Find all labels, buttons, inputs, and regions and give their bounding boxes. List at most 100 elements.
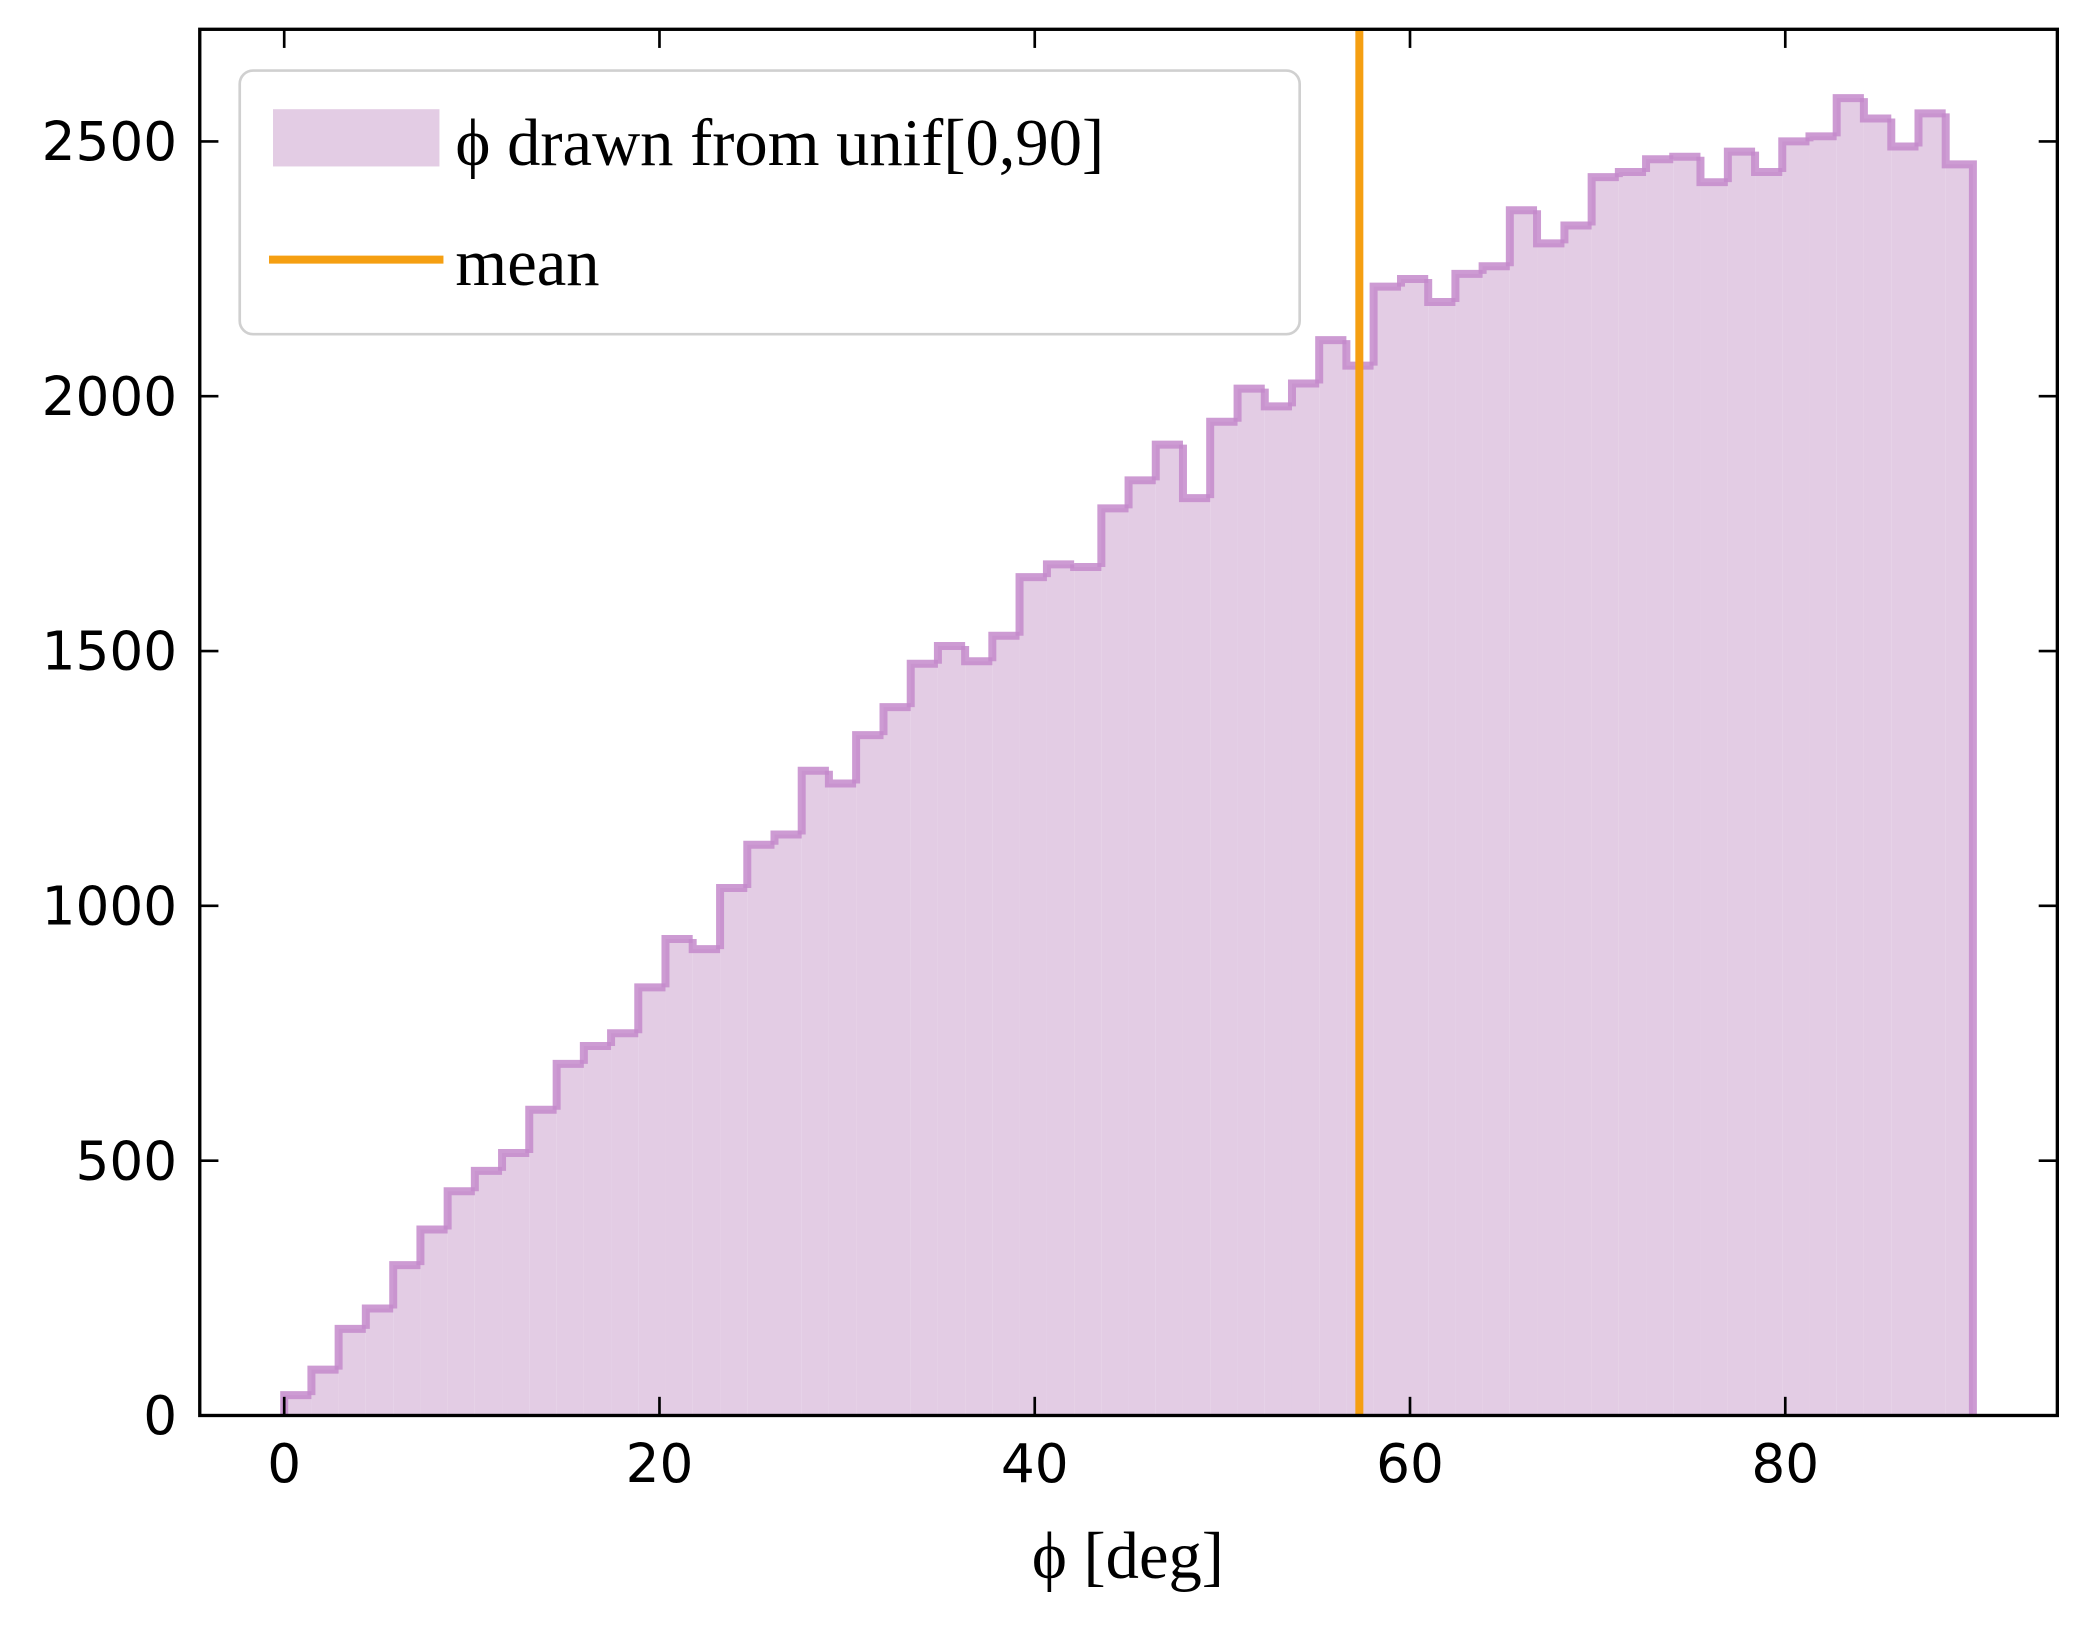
histogram-step [879,703,911,736]
histogram-bar [856,735,884,1416]
histogram-bar [529,1109,557,1416]
histogram-step [1178,444,1211,503]
histogram-step [1287,379,1320,407]
histogram-step [1424,279,1456,306]
histogram-bar [1101,508,1129,1416]
histogram-step [307,1365,339,1396]
histogram-bar [284,1395,312,1416]
histogram-bar [1428,301,1456,1416]
histogram-step [1042,560,1075,578]
histogram-step [470,1166,503,1192]
histogram-bar [937,645,966,1416]
histogram-step [1887,118,1919,151]
y-tick-label: 0 [143,1385,177,1447]
legend-label: ϕ drawn from unif[0,90] [455,107,1104,180]
axes: 0 20 40 60 80 0 500 1000 1500 2000 2500 [42,27,2060,1495]
histogram-bar [747,844,775,1416]
histogram-step [716,884,748,950]
histogram-step [1859,98,1892,123]
histogram-step [961,645,993,666]
histogram-bar [1182,498,1211,1416]
histogram-step [1751,151,1783,176]
y-tick-label: 2500 [42,111,178,173]
histogram-bar [1537,243,1565,1416]
histogram-bar [1782,141,1810,1416]
histogram-bar [1727,151,1756,1416]
histogram-bar [1455,273,1483,1416]
histogram-bar [1046,564,1075,1416]
histogram-step [1342,340,1374,370]
histogram-step [443,1187,475,1230]
y-tick-label: 2000 [42,366,178,428]
histogram-bar [338,1328,366,1416]
histogram-bar [638,987,666,1416]
histogram-bar [393,1265,421,1416]
histogram-step [1805,132,1837,142]
histogram-step [552,1059,584,1110]
histogram-step [579,1042,612,1064]
histogram-bar [583,1045,612,1416]
histogram-step [1941,113,1977,1416]
histogram-bar [447,1191,475,1416]
histogram-step [1124,476,1156,509]
legend: ϕ drawn from unif[0,90] mean [238,69,1301,336]
histogram-step [1070,562,1102,571]
histogram-step [1151,440,1183,481]
histogram-bar [502,1153,530,1416]
histogram-step [824,770,857,788]
histogram-step [988,631,1020,662]
histogram-step [334,1324,366,1370]
histogram-step [1533,210,1565,248]
histogram-bar [1755,171,1783,1416]
histogram-bar [883,707,911,1416]
histogram-bar [828,783,857,1416]
histogram-bar [1291,383,1320,1416]
histogram-step [361,1304,394,1329]
histogram-bar [1863,118,1892,1416]
plot-area [280,29,1977,1416]
histogram-bar [910,663,938,1416]
histogram-step [1097,504,1129,567]
histogram-bar [1155,444,1183,1416]
x-axis-label: ϕ [deg] [1032,1520,1224,1593]
histogram-bar [1564,225,1592,1416]
histogram-bar [1945,164,1973,1416]
histogram-step [1315,336,1347,384]
histogram-bar [665,938,693,1416]
axes-frame [198,27,2060,1418]
y-tick-label: 1000 [42,875,178,937]
histogram-bar [1482,266,1510,1416]
histogram-bar [1673,156,1701,1416]
histogram-bar [1809,136,1837,1416]
histogram-step [1587,173,1619,226]
histogram-bar [1319,340,1347,1416]
histogram-bar [1237,388,1265,1416]
histogram-bar [1836,98,1864,1416]
histogram-step [933,641,966,664]
histogram-step [1451,269,1483,302]
y-tick-label: 500 [75,1130,177,1192]
histogram-bar [1509,210,1538,1416]
histogram-step [1206,417,1238,499]
histogram-bar [1128,480,1156,1416]
legend-swatch [273,109,440,167]
histogram-bar [720,888,748,1416]
histogram-bar [1591,177,1619,1416]
histogram-bar [1891,146,1919,1416]
x-tick-label: 40 [1001,1433,1069,1495]
histogram-step [634,983,666,1034]
histogram-bar [365,1308,394,1416]
histogram-step [1642,155,1674,172]
histogram-step [1723,147,1756,183]
histogram-bar [1210,421,1238,1416]
x-tick-label: 80 [1751,1433,1819,1495]
histogram-step [1560,221,1592,244]
histogram-step [416,1225,448,1266]
histogram-bar [774,834,802,1416]
histogram-bar [992,635,1020,1416]
histogram-step [1832,94,1864,137]
histogram-step [797,766,829,835]
histogram-step [498,1149,530,1171]
histogram-step [743,840,775,889]
histogram-bar [692,949,721,1416]
